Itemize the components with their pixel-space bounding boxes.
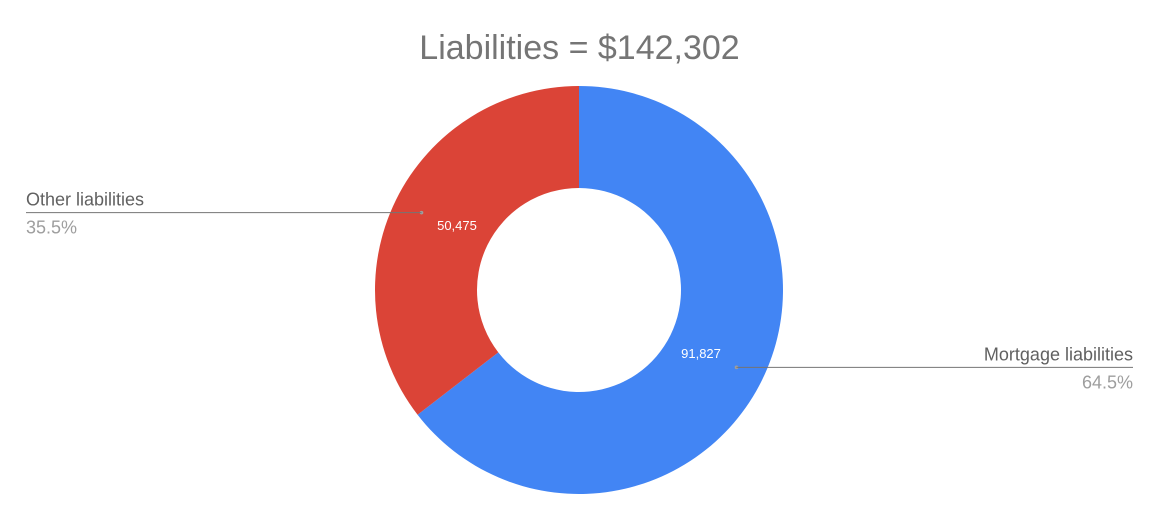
slice-other-liabilities — [375, 86, 579, 415]
legend-percent: 35.5% — [26, 218, 77, 238]
slice-mortgage-liabilities — [417, 86, 783, 495]
value-labels-group: 91,827 50,475 — [437, 218, 721, 361]
slice-value-label: 91,827 — [681, 346, 721, 361]
chart-title: Liabilities = $142,302 — [419, 29, 739, 67]
slices-group — [375, 86, 783, 495]
slice-value-label: 50,475 — [437, 218, 477, 233]
legend-label: Other liabilities — [26, 190, 144, 210]
legend-percent: 64.5% — [1082, 372, 1133, 392]
legend-label: Mortgage liabilities — [984, 344, 1133, 364]
callouts-group: Mortgage liabilities 64.5% Other liabiliti… — [26, 190, 1133, 392]
